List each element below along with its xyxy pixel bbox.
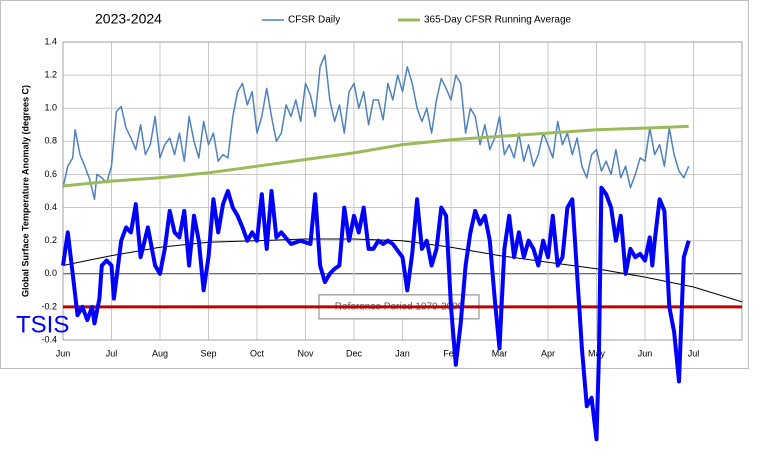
- series-line: [61, 185, 691, 442]
- x-tick-label: Jun: [56, 348, 71, 358]
- y-axis-label: Global Surface Temperature Anomaly (degr…: [20, 85, 30, 297]
- x-tick-label: Jan: [395, 348, 410, 358]
- x-tick-label: Jul: [688, 348, 700, 358]
- series-line: [62, 124, 689, 188]
- x-tick-label: Mar: [492, 348, 508, 358]
- y-tick-label: 1.4: [44, 36, 57, 46]
- y-tick-label: 1.2: [44, 69, 57, 79]
- y-tick-label: -0.4: [41, 334, 57, 344]
- plot-border: [62, 41, 743, 341]
- series-line: [62, 54, 690, 201]
- x-tick-label: Jun: [638, 348, 653, 358]
- x-tick-label: Apr: [541, 348, 555, 358]
- legend-label: CFSR Daily: [288, 15, 340, 26]
- y-tick-label: -0.2: [41, 301, 57, 311]
- y-tick-label: 0.2: [44, 235, 57, 245]
- y-tick-label: 1.0: [44, 103, 57, 113]
- y-tick-label: 0.4: [44, 202, 57, 212]
- series-label: TSIS: [16, 311, 69, 338]
- x-tick-label: Aug: [152, 348, 168, 358]
- y-tick-label: 0.6: [44, 169, 57, 179]
- y-tick-label: 0.8: [44, 136, 57, 146]
- legend-label: 365-Day CFSR Running Average: [424, 15, 572, 26]
- x-tick-label: Feb: [443, 348, 459, 358]
- x-tick-label: Nov: [297, 348, 314, 358]
- y-tick-label: 0.0: [44, 268, 57, 278]
- reference-curve: [62, 238, 743, 303]
- x-tick-label: Jul: [106, 348, 118, 358]
- x-tick-label: Dec: [346, 348, 363, 358]
- x-tick-label: Oct: [250, 348, 265, 358]
- x-tick-label: Sep: [200, 348, 216, 358]
- chart-title: 2023-2024: [95, 11, 162, 27]
- x-tick-label: May: [588, 348, 606, 358]
